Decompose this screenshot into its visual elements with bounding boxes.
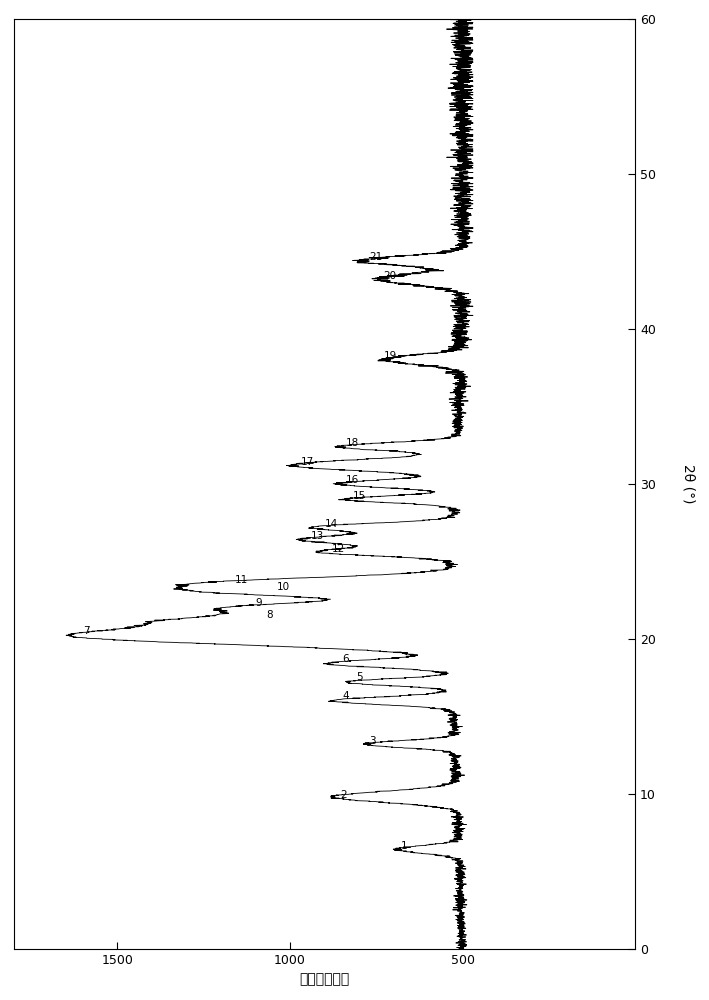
Text: 13: 13 <box>311 531 324 541</box>
Text: 17: 17 <box>301 457 314 467</box>
Text: 21: 21 <box>369 252 383 262</box>
Text: 20: 20 <box>384 271 397 281</box>
Text: 1: 1 <box>401 841 407 851</box>
Text: 16: 16 <box>345 475 359 485</box>
Text: 2: 2 <box>340 790 347 800</box>
X-axis label: 强度（计数）: 强度（计数） <box>299 972 350 986</box>
Text: 8: 8 <box>266 610 273 620</box>
Text: 10: 10 <box>277 582 290 592</box>
Text: 14: 14 <box>325 519 338 529</box>
Text: 18: 18 <box>345 438 359 448</box>
Text: 4: 4 <box>342 691 349 701</box>
Text: 3: 3 <box>369 736 376 746</box>
Text: 15: 15 <box>352 491 366 501</box>
Text: 11: 11 <box>235 575 248 585</box>
Text: 9: 9 <box>256 598 262 608</box>
Text: 7: 7 <box>83 626 90 636</box>
Text: 12: 12 <box>332 544 345 554</box>
Y-axis label: 2θ (°): 2θ (°) <box>681 464 695 504</box>
Text: 6: 6 <box>342 654 349 664</box>
Text: 19: 19 <box>384 351 397 361</box>
Text: 5: 5 <box>356 672 362 682</box>
